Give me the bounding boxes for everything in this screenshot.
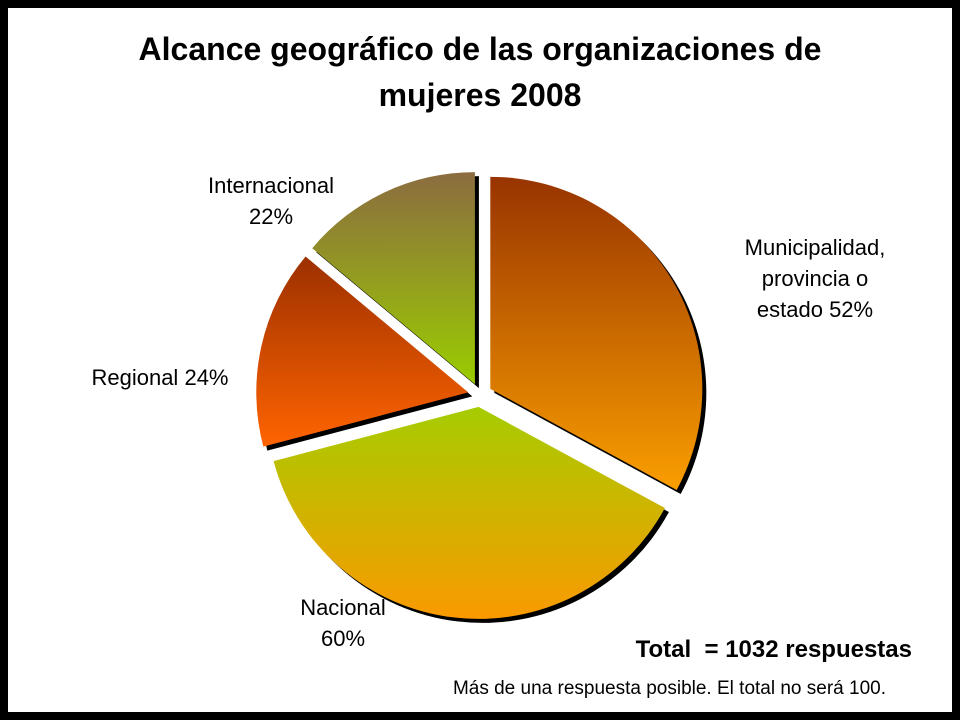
- category-label: Internacional: [208, 173, 334, 198]
- pie-slice: [312, 172, 475, 385]
- slice-label: Regional 24%: [60, 362, 260, 393]
- pie-slice: [273, 406, 665, 619]
- total-note: Total = 1032 respuestas: [635, 636, 912, 663]
- value-label: 22%: [248, 204, 294, 229]
- slice-label: Internacional 22%: [192, 170, 350, 232]
- value-label: 52%: [829, 297, 874, 322]
- category-label: Municipalidad, provincia o estado: [744, 235, 886, 322]
- pie-slice: [256, 256, 469, 447]
- chart-title: Alcance geográfico de las organizaciones…: [138, 31, 822, 113]
- category-label: Regional: [91, 365, 179, 390]
- pie-slice: [490, 176, 703, 490]
- category-label: Nacional: [300, 595, 386, 620]
- value-label: 60%: [320, 626, 366, 651]
- value-label: 24%: [184, 365, 229, 390]
- footnote: Más de una respuesta posible. El total n…: [452, 678, 886, 699]
- slice-label: Municipalidad, provincia o estado 52%: [730, 232, 900, 325]
- slice-label: Nacional 60%: [288, 592, 398, 654]
